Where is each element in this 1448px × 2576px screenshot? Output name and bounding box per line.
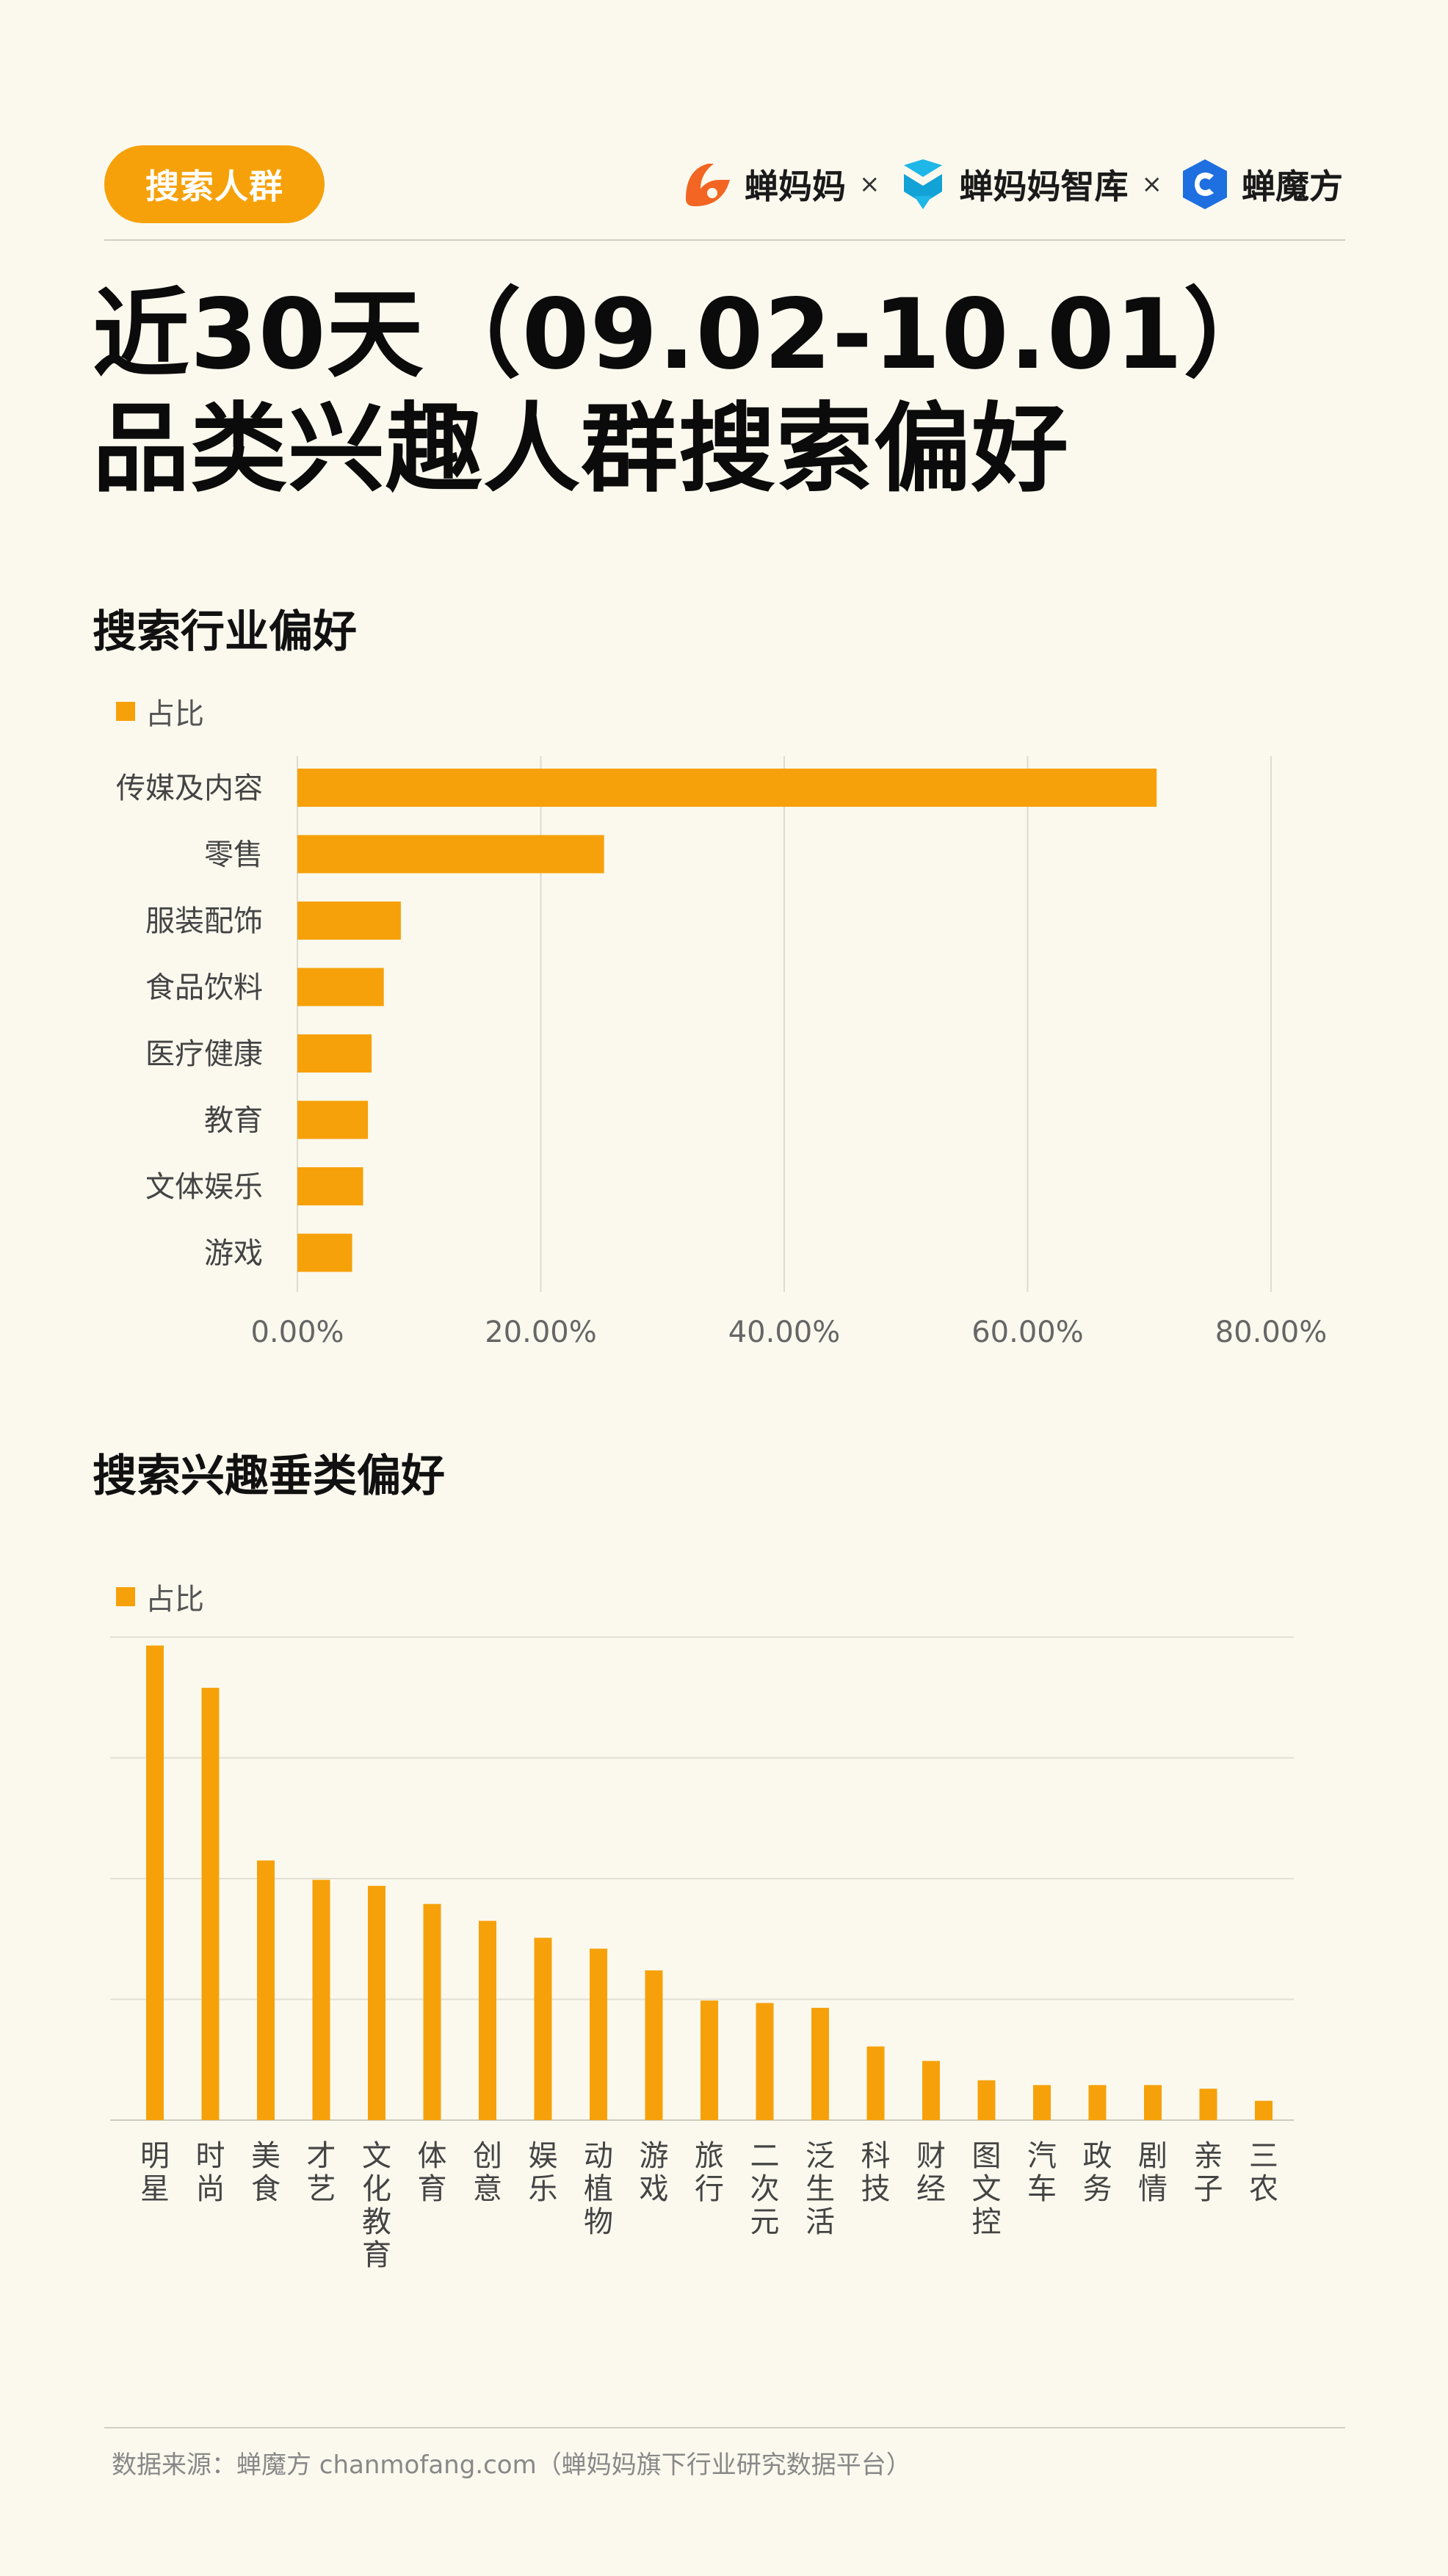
bar bbox=[1144, 2085, 1162, 2120]
category-label: 科技 bbox=[861, 2139, 891, 2206]
bar bbox=[297, 1233, 352, 1272]
bar bbox=[368, 1885, 385, 2120]
interest-legend: 占比 bbox=[116, 1575, 204, 1618]
category-label: 财经 bbox=[916, 2139, 946, 2206]
x-tick-label: 60.00% bbox=[971, 1316, 1084, 1349]
category-label: 三农 bbox=[1249, 2139, 1278, 2206]
category-label: 零售 bbox=[204, 838, 263, 872]
legend-swatch bbox=[116, 1587, 135, 1606]
category-label: 文体娱乐 bbox=[145, 1170, 263, 1204]
x-tick-label: 80.00% bbox=[1215, 1316, 1328, 1349]
interest-section-title: 搜索兴趣垂类偏好 bbox=[93, 1451, 445, 1502]
bar bbox=[297, 835, 604, 874]
bar bbox=[977, 2080, 996, 2120]
category-label: 医疗健康 bbox=[145, 1037, 263, 1071]
bar bbox=[297, 901, 401, 940]
interest-bar-chart: 明星时尚美食才艺文化教育体育创意娱乐动植物游戏旅行二次元泛生活科技财经图文控汽车… bbox=[110, 1636, 1294, 2272]
category-label: 美食 bbox=[251, 2139, 280, 2206]
bar bbox=[297, 1100, 369, 1139]
bar bbox=[534, 1937, 552, 2120]
category-label: 政务 bbox=[1083, 2139, 1112, 2206]
category-label: 泛生活 bbox=[806, 2139, 835, 2239]
bar bbox=[811, 2008, 829, 2120]
category-label: 汽车 bbox=[1027, 2139, 1057, 2206]
legend-label: 占比 bbox=[145, 1583, 204, 1617]
bar bbox=[479, 1920, 496, 2120]
category-label: 二次元 bbox=[750, 2139, 780, 2239]
chanmama-zhiku-logo-icon bbox=[903, 159, 942, 209]
brand-chanmama: 蝉妈妈 bbox=[678, 155, 846, 214]
bar bbox=[866, 2046, 885, 2120]
category-label: 亲子 bbox=[1194, 2139, 1223, 2206]
category-label: 时尚 bbox=[196, 2139, 225, 2206]
industry-section-title: 搜索行业偏好 bbox=[93, 606, 357, 658]
brand-chanmofang-name: 蝉魔方 bbox=[1242, 167, 1343, 206]
header-divider bbox=[104, 239, 1345, 241]
chanmofang-logo-icon bbox=[1183, 159, 1227, 209]
page-title-line1: 近30天（09.02-10.01） bbox=[93, 278, 1281, 391]
category-label: 传媒及内容 bbox=[116, 772, 263, 805]
legend-swatch bbox=[116, 702, 135, 721]
bar bbox=[146, 1645, 164, 2120]
category-label: 教育 bbox=[204, 1104, 263, 1138]
bar bbox=[590, 1948, 607, 2120]
bar bbox=[297, 1034, 372, 1073]
page-title-line2: 品类兴趣人群搜索偏好 bbox=[93, 393, 1069, 506]
footer-divider bbox=[104, 2427, 1345, 2428]
bar bbox=[423, 1904, 441, 2120]
category-label: 服装配饰 bbox=[145, 904, 263, 938]
x-tick-label: 0.00% bbox=[250, 1316, 344, 1349]
legend-label: 占比 bbox=[145, 697, 204, 731]
brand-separator: × bbox=[1141, 170, 1163, 199]
bar bbox=[297, 1167, 363, 1205]
bar bbox=[1033, 2085, 1051, 2120]
brand-chanmama-zhiku-name: 蝉妈妈智库 bbox=[959, 167, 1129, 206]
bar bbox=[701, 2000, 718, 2120]
tag-pill: 搜索人群 bbox=[104, 145, 325, 223]
category-label: 才艺 bbox=[307, 2139, 336, 2206]
brand-row: 蝉妈妈 × 蝉妈妈智库 × 蝉魔方 bbox=[678, 153, 1343, 216]
bar bbox=[1255, 2100, 1273, 2120]
category-label: 体育 bbox=[418, 2139, 447, 2206]
bar bbox=[922, 2061, 940, 2120]
category-label: 旅行 bbox=[695, 2139, 724, 2206]
industry-legend: 占比 bbox=[116, 690, 204, 733]
x-tick-label: 40.00% bbox=[728, 1316, 841, 1349]
category-label: 食品饮料 bbox=[145, 971, 263, 1005]
bar bbox=[297, 968, 384, 1006]
bar bbox=[1199, 2089, 1217, 2120]
bar bbox=[312, 1879, 330, 2120]
bar bbox=[297, 769, 1157, 807]
category-label: 游戏 bbox=[640, 2139, 669, 2206]
bar bbox=[756, 2003, 774, 2120]
category-label: 剧情 bbox=[1138, 2139, 1168, 2206]
brand-separator: × bbox=[859, 170, 880, 199]
category-label: 图文控 bbox=[972, 2139, 1002, 2239]
category-label: 明星 bbox=[140, 2139, 170, 2206]
brand-chanmama-zhiku: 蝉妈妈智库 bbox=[894, 155, 1129, 214]
x-tick-label: 20.00% bbox=[485, 1316, 597, 1349]
chanmama-logo-icon bbox=[686, 164, 730, 206]
page-title: 近30天（09.02-10.01） 品类兴趣人群搜索偏好 bbox=[93, 277, 1281, 507]
brand-chanmofang: 蝉魔方 bbox=[1176, 155, 1343, 214]
category-label: 文化教育 bbox=[362, 2139, 391, 2272]
industry-bar-chart: 0.00% 20.00% 40.00% 60.00% 80.00% 传媒及内容零售服装配饰… bbox=[116, 756, 1328, 1349]
category-label: 娱乐 bbox=[529, 2139, 558, 2206]
brand-chanmama-name: 蝉妈妈 bbox=[745, 167, 846, 206]
bar bbox=[1088, 2085, 1107, 2120]
category-label: 创意 bbox=[473, 2139, 502, 2206]
category-label: 动植物 bbox=[584, 2139, 613, 2239]
footer-source: 数据来源：蝉魔方 chanmofang.com（蝉妈妈旗下行业研究数据平台） bbox=[112, 2450, 911, 2480]
category-label: 游戏 bbox=[204, 1237, 263, 1271]
bar bbox=[201, 1688, 220, 2120]
bar bbox=[257, 1860, 275, 2120]
bar bbox=[645, 1970, 663, 2120]
